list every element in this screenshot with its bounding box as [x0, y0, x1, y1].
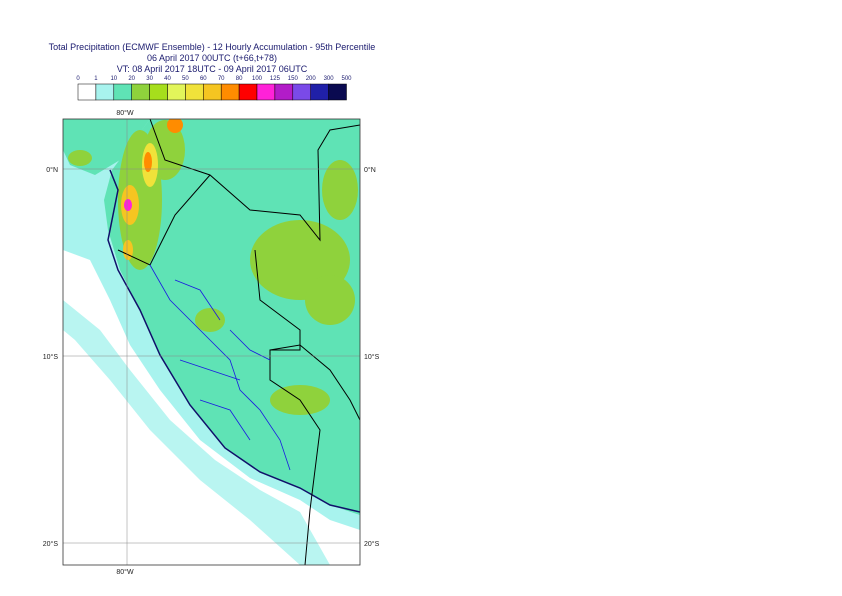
legend-swatch	[238, 83, 258, 101]
legend-label: 60	[200, 76, 207, 82]
legend-label: 30	[146, 76, 153, 82]
legend-label: 20	[128, 76, 135, 82]
title: Total Precipitation (ECMWF Ensemble) - 1…	[49, 42, 376, 52]
legend: 0 1 10 20 30 40 50 60 70 80 100 125 150 200 300 500	[76, 76, 352, 101]
lat-label: 10°S	[43, 353, 59, 361]
regions	[149, 264, 291, 471]
moderate-rain	[68, 120, 358, 415]
legend-label: 300	[324, 76, 335, 82]
legend-swatch	[95, 83, 115, 101]
heavy-rain	[121, 119, 183, 260]
legend-label: 40	[164, 76, 171, 82]
legend-label: 125	[270, 76, 281, 82]
legend-swatch	[310, 83, 329, 101]
legend-swatch	[185, 83, 204, 101]
map-frame	[62, 118, 361, 566]
legend-label: 80	[236, 76, 243, 82]
borders	[117, 119, 360, 565]
legend-label: 1	[94, 76, 98, 82]
legend-swatch	[113, 83, 132, 101]
subtitle: 06 April 2017 00UTC (t+66,t+78)	[147, 53, 277, 63]
legend-label: 150	[288, 76, 299, 82]
map: 80°W 80°W 0°N 0°N 10°S 10°S 20°S 20°S	[43, 109, 380, 576]
lat-label: 10°S	[364, 353, 380, 361]
legend-swatch	[292, 83, 311, 101]
coastline	[107, 169, 360, 513]
dry-ocean	[63, 250, 360, 565]
titles: Total Precipitation (ECMWF Ensemble) - 1…	[49, 42, 376, 74]
legend-swatch	[220, 83, 240, 101]
lat-label: 0°N	[46, 166, 58, 174]
legend-swatch	[256, 83, 276, 101]
legend-label: 500	[341, 76, 352, 82]
legend-label: 100	[252, 76, 263, 82]
legend-swatch	[203, 83, 222, 101]
legend-label: 200	[306, 76, 317, 82]
lat-label: 20°S	[43, 540, 59, 548]
legend-swatch	[167, 83, 186, 101]
ocean-patch	[63, 300, 330, 565]
lon-label: 80°W	[116, 109, 134, 117]
legend-label: 50	[182, 76, 189, 82]
legend-swatch	[149, 83, 168, 101]
legend-label: 0	[76, 76, 80, 82]
legend-swatch	[131, 83, 150, 101]
legend-swatch	[274, 83, 294, 101]
lat-label: 0°N	[364, 166, 376, 174]
legend-label: 10	[110, 76, 117, 82]
valid-time: VT: 08 April 2017 18UTC - 09 April 2017 …	[117, 64, 308, 74]
land-field	[104, 119, 360, 515]
lat-label: 20°S	[364, 540, 380, 548]
lon-label: 80°W	[116, 568, 134, 576]
legend-swatch	[77, 83, 97, 101]
legend-swatch	[328, 83, 347, 101]
legend-label: 70	[218, 76, 225, 82]
